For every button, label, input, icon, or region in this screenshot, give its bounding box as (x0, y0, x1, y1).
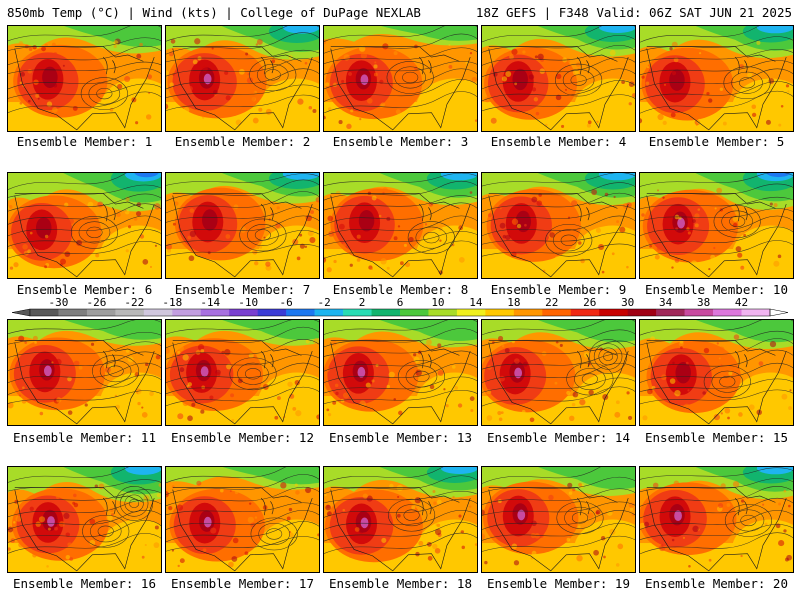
ensemble-map-10 (639, 172, 794, 279)
ensemble-map-13 (323, 319, 478, 426)
colorbar-tick-label: 42 (735, 296, 748, 309)
colorbar-swatch (200, 309, 230, 316)
ensemble-map-16 (7, 466, 162, 573)
colorbar-swatch (229, 309, 258, 316)
colorbar-swatch (286, 309, 315, 316)
ensemble-map-6 (7, 172, 162, 279)
ensemble-map-20 (639, 466, 794, 573)
colorbar-arrow-right (769, 308, 789, 317)
colorbar-swatch (485, 309, 515, 316)
colorbar-swatch (371, 309, 401, 316)
ensemble-map-3 (323, 25, 478, 132)
colorbar-swatch (86, 309, 116, 316)
member-caption-10: Ensemble Member: 10 (645, 282, 788, 297)
member-caption-7: Ensemble Member: 7 (174, 282, 311, 297)
run-valid-time: 18Z GEFS | F348 Valid: 06Z SAT JUN 21 20… (475, 5, 792, 20)
ensemble-map-5 (639, 25, 794, 132)
member-caption-11: Ensemble Member: 11 (13, 430, 156, 445)
ensemble-map-8 (323, 172, 478, 279)
colorbar-tick-label: 14 (469, 296, 483, 309)
member-caption-17: Ensemble Member: 17 (171, 576, 314, 591)
member-caption-19: Ensemble Member: 19 (487, 576, 630, 591)
ensemble-map-18 (323, 466, 478, 573)
colorbar-tick-label: -30 (49, 296, 69, 309)
colorbar-swatch (456, 309, 486, 316)
colorbar-tick-label: -10 (238, 296, 258, 309)
colorbar-tick-label: 34 (659, 296, 673, 309)
member-caption-4: Ensemble Member: 4 (490, 134, 627, 149)
colorbar-swatch (172, 309, 202, 316)
colorbar-tick-label: 30 (621, 296, 634, 309)
colorbar-swatch (257, 309, 287, 316)
colorbar-swatch (143, 309, 173, 316)
colorbar-tick-label: 22 (545, 296, 558, 309)
member-caption-9: Ensemble Member: 9 (490, 282, 627, 297)
member-caption-3: Ensemble Member: 3 (332, 134, 469, 149)
colorbar-swatch (741, 309, 771, 316)
colorbar-tick-label: 6 (397, 296, 404, 309)
colorbar-tick-label: 2 (359, 296, 366, 309)
colorbar-tick-label: 38 (697, 296, 710, 309)
colorbar-tick-label: -22 (124, 296, 144, 309)
colorbar-arrow-left (11, 308, 31, 317)
ensemble-map-17 (165, 466, 320, 573)
member-caption-15: Ensemble Member: 15 (645, 430, 788, 445)
ensemble-map-4 (481, 25, 636, 132)
colorbar-tick-label: -26 (86, 296, 106, 309)
colorbar-swatch (542, 309, 572, 316)
colorbar-tick-label: 10 (431, 296, 444, 309)
ensemble-map-11 (7, 319, 162, 426)
colorbar-tick-label: -18 (162, 296, 182, 309)
member-caption-6: Ensemble Member: 6 (16, 282, 153, 297)
member-caption-14: Ensemble Member: 14 (487, 430, 630, 445)
member-caption-16: Ensemble Member: 16 (13, 576, 156, 591)
member-caption-5: Ensemble Member: 5 (648, 134, 785, 149)
temperature-colorbar: -30 -26 -22 -18 -14 -10 -6 -2 2 6 10 14 18 22 26 30 34 38… (11, 296, 789, 317)
member-caption-2: Ensemble Member: 2 (174, 134, 311, 149)
colorbar-swatch (314, 309, 344, 316)
member-caption-13: Ensemble Member: 13 (329, 430, 472, 445)
colorbar-swatch (627, 309, 657, 316)
chart-title: 850mb Temp (°C) | Wind (kts) | College o… (7, 5, 421, 20)
ensemble-map-15 (639, 319, 794, 426)
ensemble-map-19 (481, 466, 636, 573)
colorbar-tick-label: -14 (200, 296, 220, 309)
ensemble-map-12 (165, 319, 320, 426)
ensemble-map-7 (165, 172, 320, 279)
colorbar-swatch (570, 309, 600, 316)
colorbar-swatch (58, 309, 88, 316)
colorbar-swatch (30, 309, 59, 316)
colorbar-tick-label: -6 (280, 296, 293, 309)
member-caption-1: Ensemble Member: 1 (16, 134, 153, 149)
ensemble-map-14 (481, 319, 636, 426)
member-caption-18: Ensemble Member: 18 (329, 576, 472, 591)
member-caption-12: Ensemble Member: 12 (171, 430, 314, 445)
colorbar-tick-label: 18 (507, 296, 520, 309)
colorbar-swatch (343, 309, 372, 316)
member-caption-8: Ensemble Member: 8 (332, 282, 469, 297)
colorbar-tick-label: -2 (317, 296, 330, 309)
colorbar-swatch (599, 309, 628, 316)
ensemble-map-1 (7, 25, 162, 132)
colorbar-swatch (713, 309, 742, 316)
ensemble-map-2 (165, 25, 320, 132)
ensemble-map-9 (481, 172, 636, 279)
colorbar-tick-label: 26 (583, 296, 596, 309)
member-caption-20: Ensemble Member: 20 (645, 576, 788, 591)
colorbar-swatch (115, 309, 145, 316)
colorbar-swatch (684, 309, 714, 316)
colorbar-swatch (400, 309, 429, 316)
colorbar-swatch (513, 309, 543, 316)
colorbar-swatch (428, 309, 458, 316)
colorbar-swatch (656, 309, 685, 316)
